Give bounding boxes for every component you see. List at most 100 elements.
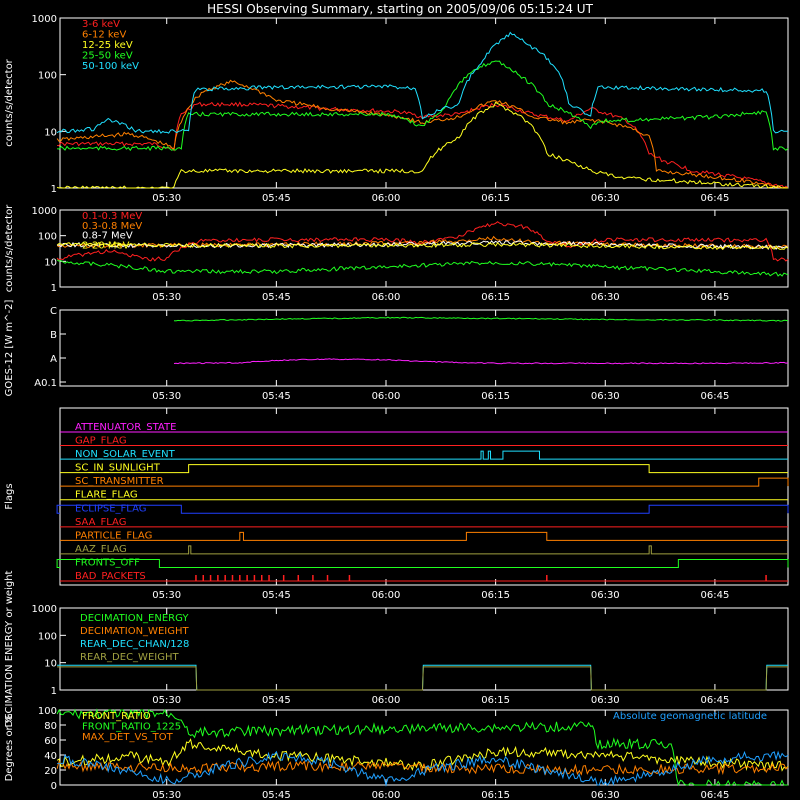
x-tick-label: 06:00 [372, 695, 401, 706]
y-tick-label: 80 [44, 721, 57, 732]
panel-frame [59, 209, 789, 288]
legend-entry: DECIMATION_WEIGHT [80, 626, 189, 637]
x-tick-label: 05:30 [152, 193, 181, 204]
legend-entry: 50-100 keV [82, 61, 139, 72]
x-tick-label: 06:30 [591, 590, 620, 601]
y-axis-label: Degrees or % [4, 714, 15, 782]
y-tick-label: B [50, 330, 57, 341]
x-tick-label: 06:45 [700, 391, 729, 402]
x-tick-label: 05:45 [262, 193, 291, 204]
panel-frame [59, 17, 789, 189]
flag-line [60, 450, 788, 460]
x-tick-label: 06:15 [481, 193, 510, 204]
x-tick-label: 05:30 [152, 590, 181, 601]
y-tick-label: 10 [44, 659, 57, 670]
flag-label: PARTICLE_FLAG [75, 530, 152, 541]
flag-label: SC_TRANSMITTER [75, 476, 164, 487]
panel-ratios: 05:30 05:45 06:00 06:15 06:30 06:45 Degrees or… [4, 706, 789, 800]
legend-entry: 2-20 MeV [82, 240, 130, 251]
panels: 05:30 05:45 06:00 06:15 06:30 06:45 counts/s/d… [4, 14, 789, 800]
x-tick-label: 06:00 [372, 790, 401, 800]
series-line [56, 79, 789, 189]
series-line [56, 31, 789, 134]
flag-label: GAP_FLAG [75, 436, 127, 447]
flag-line [56, 504, 789, 514]
x-tick-label: 06:45 [700, 292, 729, 303]
x-tick-label: 06:00 [372, 391, 401, 402]
panel-frame [59, 607, 789, 691]
x-tick-label: 06:00 [372, 590, 401, 601]
flag-line [56, 558, 789, 568]
legend-entry: 25-50 keV [82, 51, 133, 62]
series-line [56, 101, 789, 189]
flag-label: SAA_FLAG [75, 517, 126, 528]
series-line [57, 60, 789, 152]
y-axis-label: Flags [4, 483, 15, 509]
flag-label: FRONTS_OFF [75, 557, 140, 568]
legend-entry: 12-25 keV [82, 40, 133, 51]
series-line [57, 101, 789, 189]
panel-goes: 05:30 05:45 06:00 06:15 06:30 06:45 GOES-12 [W… [4, 300, 789, 402]
series-line [56, 750, 789, 787]
panel-frame [59, 407, 789, 586]
y-tick-label: 60 [44, 736, 57, 747]
y-tick-label: 1 [51, 184, 57, 195]
flag-line [60, 464, 788, 474]
y-tick-label: 100 [38, 706, 57, 717]
y-axis-label: counts/s/detector [4, 58, 15, 146]
y-tick-label: 100 [38, 631, 57, 642]
flag-line [60, 531, 788, 541]
y-tick-label: 20 [44, 766, 57, 777]
x-tick-label: 06:45 [700, 695, 729, 706]
x-tick-label: 05:30 [152, 391, 181, 402]
y-tick-label: 40 [44, 751, 57, 762]
flag-line [60, 477, 789, 487]
legend-entry: MAX_DET_VS_TOT [82, 732, 174, 743]
legend-entry: FRONT_RATIO_1225 [82, 722, 181, 733]
x-tick-label: 06:15 [481, 292, 510, 303]
x-tick-label: 05:45 [262, 292, 291, 303]
flag-line [60, 545, 788, 555]
y-axis-label: DECIMATION ENERGY or weight [4, 570, 15, 727]
legend-entry: REAR_DEC_WEIGHT [80, 652, 179, 663]
x-tick-label: 06:30 [591, 292, 620, 303]
series-line [56, 708, 788, 787]
y-tick-label: 100 [38, 71, 57, 82]
x-tick-label: 06:00 [372, 292, 401, 303]
x-tick-label: 06:45 [700, 193, 729, 204]
x-tick-label: 06:15 [481, 391, 510, 402]
legend-entry: REAR_DEC_CHAN/128 [80, 639, 189, 650]
x-tick-label: 06:45 [700, 590, 729, 601]
x-tick-label: 06:15 [481, 590, 510, 601]
y-tick-label: 0 [51, 781, 57, 792]
legend-entry: 6-12 keV [82, 30, 126, 41]
x-tick-label: 05:45 [262, 590, 291, 601]
series-line [56, 738, 789, 772]
y-tick-label: 1 [51, 686, 57, 697]
series-line [173, 316, 789, 322]
flag-label: NON_SOLAR_EVENT [75, 449, 176, 460]
panel-decimation: 05:30 05:45 06:00 06:15 06:30 06:45 DECIMATION… [4, 570, 789, 727]
flag-label: ECLIPSE_FLAG [75, 503, 146, 514]
flag-label: SC_IN_SUNLIGHT [75, 463, 161, 474]
figure-title: HESSI Observing Summary, starting on 200… [207, 2, 593, 16]
y-tick-label: 1000 [32, 206, 57, 217]
x-tick-label: 05:30 [152, 790, 181, 800]
x-tick-label: 05:30 [152, 292, 181, 303]
x-tick-label: 05:45 [262, 790, 291, 800]
y-tick-label: A [50, 354, 57, 365]
x-tick-label: 05:45 [262, 695, 291, 706]
panel-gamma-lightcurves: 05:30 05:45 06:00 06:15 06:30 06:45 counts/s/d… [4, 204, 789, 303]
flag-label: FLARE_FLAG [75, 490, 138, 501]
x-tick-label: 05:45 [262, 391, 291, 402]
x-tick-label: 06:30 [591, 695, 620, 706]
x-tick-label: 06:15 [481, 695, 510, 706]
panel-flags: 05:30 05:45 06:00 06:15 06:30 06:45 Flags ATTEN… [4, 407, 789, 601]
x-tick-label: 06:30 [591, 790, 620, 800]
legend-entry: 0.1-0.3 MeV [82, 211, 142, 222]
y-tick-label: 100 [38, 232, 57, 243]
legend-entry: 0.3-0.8 MeV [82, 221, 142, 232]
series-line [57, 666, 788, 691]
y-tick-label: 1000 [32, 14, 57, 25]
panel-frame [59, 309, 789, 387]
